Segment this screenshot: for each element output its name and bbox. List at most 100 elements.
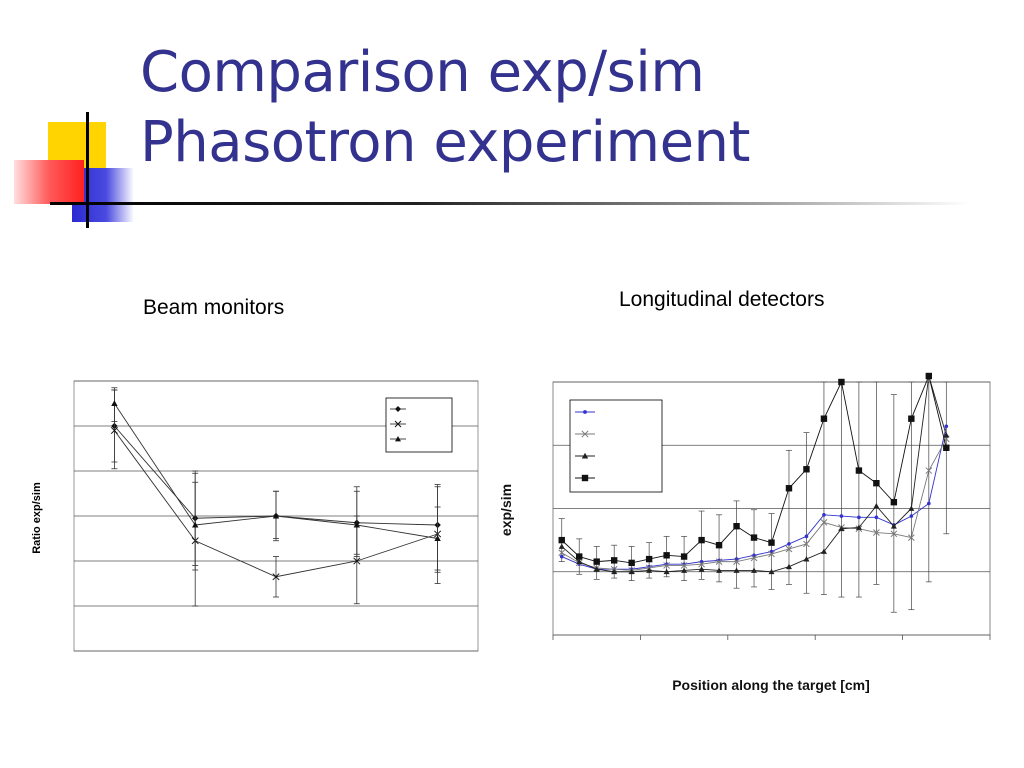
chart2-x-axis-label: Position along the target [cm] bbox=[672, 677, 870, 693]
chart2-point bbox=[768, 539, 775, 546]
chart2-point bbox=[559, 554, 564, 559]
title-line-2: Phasotron experiment bbox=[140, 110, 750, 175]
chart2-series bbox=[558, 372, 950, 575]
chart2-point bbox=[733, 567, 740, 573]
chart2-point bbox=[944, 424, 949, 429]
chart2-point bbox=[680, 553, 688, 560]
chart2-point bbox=[646, 567, 653, 573]
chart2-point bbox=[663, 562, 670, 569]
chart1-legend-box bbox=[385, 397, 453, 453]
title-line-1: Comparison exp/sim bbox=[140, 40, 705, 105]
chart1-point bbox=[272, 512, 280, 519]
chart2-legend-marker bbox=[581, 452, 589, 459]
chart1-series bbox=[110, 387, 442, 607]
chart2-point bbox=[752, 553, 756, 558]
chart2-point bbox=[907, 534, 915, 541]
chart2-point bbox=[908, 415, 915, 422]
chart2-point bbox=[943, 444, 950, 451]
chart2-point bbox=[927, 501, 931, 506]
chart1-point bbox=[192, 521, 199, 528]
chart2-point bbox=[925, 467, 933, 474]
longitudinal-chart: exp/sim Position along the target [cm] bbox=[498, 372, 991, 693]
chart2-point bbox=[558, 543, 565, 549]
chart2-point bbox=[822, 513, 826, 517]
chart2-point bbox=[803, 556, 810, 562]
chart2-point bbox=[593, 566, 600, 572]
chart2-point bbox=[838, 525, 845, 532]
chart2-point bbox=[733, 523, 740, 530]
chart2-point bbox=[610, 557, 618, 564]
chart1-point bbox=[111, 400, 118, 407]
chart2-point bbox=[768, 550, 775, 558]
chart2-point bbox=[576, 553, 583, 560]
chart2-point bbox=[628, 568, 635, 575]
chart2-point bbox=[698, 536, 705, 544]
chart2-legend-marker bbox=[581, 430, 589, 438]
chart2-point bbox=[663, 552, 670, 559]
chart2-point bbox=[750, 554, 758, 562]
chart2-series-au-192 bbox=[558, 372, 950, 567]
chart2-point bbox=[663, 568, 670, 575]
chart2-legend-marker bbox=[583, 410, 587, 414]
chart2-point bbox=[874, 515, 879, 520]
chart2-point bbox=[820, 548, 827, 554]
slide-title: Comparison exp/sim Phasotron experiment bbox=[140, 38, 750, 178]
chart1-legend bbox=[385, 397, 453, 453]
chart2-point bbox=[698, 560, 705, 568]
title-underline bbox=[50, 202, 970, 205]
chart2-point bbox=[855, 524, 862, 530]
chart2-point bbox=[733, 558, 740, 565]
chart2-point bbox=[838, 378, 845, 386]
chart2-point bbox=[750, 534, 758, 541]
chart2-point bbox=[680, 562, 688, 569]
chart2-point bbox=[785, 563, 792, 570]
chart2-series-au-194 bbox=[558, 373, 950, 575]
chart1-series-na-24 bbox=[111, 387, 441, 573]
chart1-legend-marker bbox=[394, 420, 402, 428]
chart2-point bbox=[628, 559, 635, 567]
chart1-point bbox=[353, 521, 360, 528]
chart2-legend-marker bbox=[581, 474, 589, 482]
chart2-point bbox=[699, 559, 704, 564]
chart2-point bbox=[576, 558, 583, 565]
chart2-point bbox=[787, 542, 791, 546]
chart1-point bbox=[353, 557, 361, 565]
chart2-point bbox=[890, 523, 897, 529]
beam-monitors-caption: Beam monitors bbox=[143, 296, 285, 319]
chart2-point bbox=[873, 502, 880, 509]
chart2-point bbox=[681, 567, 688, 573]
chart2-point bbox=[855, 467, 863, 474]
chart2-point bbox=[873, 480, 880, 487]
chart2-point bbox=[820, 415, 828, 422]
beam-monitor-chart: Ratio exp/sim bbox=[31, 380, 479, 652]
chart2-point bbox=[909, 514, 914, 518]
chart2-point bbox=[925, 372, 933, 380]
chart2-point bbox=[751, 567, 758, 573]
chart2-point bbox=[908, 505, 915, 511]
deco-vertical-line bbox=[86, 112, 89, 228]
chart2-point bbox=[768, 568, 775, 575]
longitudinal-detectors-caption: Longitudinal detectors bbox=[619, 288, 825, 311]
chart2-point bbox=[611, 568, 618, 575]
chart2-point bbox=[715, 541, 723, 549]
chart2-point bbox=[873, 529, 880, 536]
chart1-y-axis-label: Ratio exp/sim bbox=[31, 482, 43, 554]
chart1-point bbox=[272, 573, 280, 581]
chart2-point bbox=[804, 534, 809, 539]
chart2-point bbox=[890, 498, 898, 506]
deco-red-square bbox=[14, 160, 84, 204]
chart2-point bbox=[715, 558, 723, 565]
chart1-legend-marker bbox=[395, 406, 401, 412]
chart2-point bbox=[785, 545, 793, 553]
chart2-point bbox=[769, 549, 774, 554]
chart2-point bbox=[803, 466, 810, 473]
chart2-point bbox=[558, 549, 566, 557]
chart1-point bbox=[434, 535, 441, 542]
chart2-point bbox=[734, 557, 739, 561]
chart2-point bbox=[890, 530, 898, 538]
chart2-point bbox=[698, 566, 705, 572]
chart2-point bbox=[820, 519, 828, 526]
chart2-series-au-196 bbox=[558, 435, 950, 574]
chart2-point bbox=[785, 485, 793, 492]
